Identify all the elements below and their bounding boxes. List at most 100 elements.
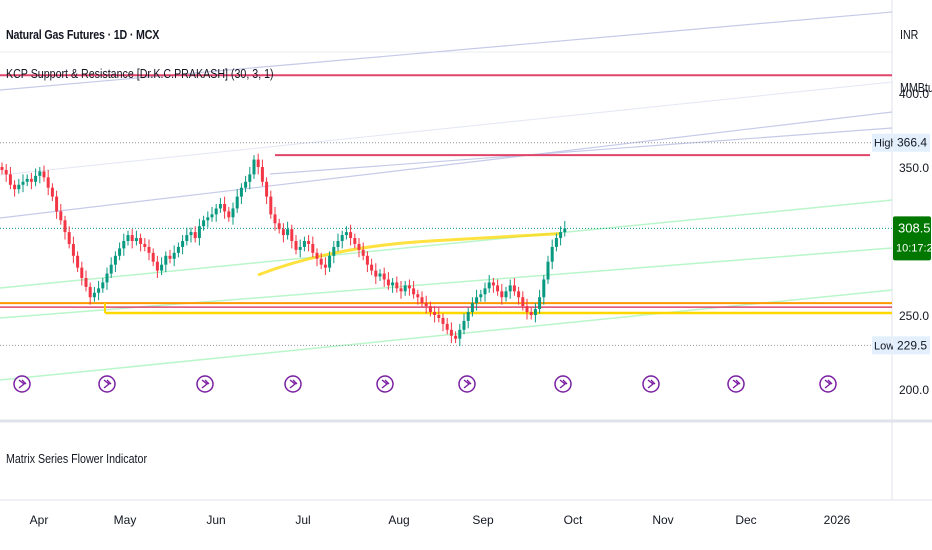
candle-body [155,261,159,271]
flower-icon-ring [13,375,31,393]
candle-body [454,335,458,339]
candle-body [533,309,537,315]
candle-body [386,279,390,286]
candle-body [361,249,365,256]
candle-body [554,238,558,247]
candle-body [458,329,462,339]
high-tag-bg [872,133,892,152]
pivot-curve [257,232,561,277]
candle-body [80,267,84,278]
flower-icon-ring [642,375,660,393]
flower-icon-ring [727,375,745,393]
flower-icon-glyph [289,379,298,389]
candle-body [218,204,222,209]
price-tick-label: 200.0 [899,383,929,397]
last-price-badge [893,216,931,261]
flower-icon [554,375,572,393]
candle-body [349,232,353,239]
candle-body [50,187,54,197]
unit-label[interactable]: MMBtu [900,80,932,95]
candle-body [189,232,193,236]
candle-body [538,297,542,310]
candle-body [323,264,327,268]
flower-icon-glyph [201,379,210,389]
low-tag-bg [872,336,892,355]
candle-body [374,270,378,277]
candle-body [470,303,474,313]
candle-body [118,248,122,256]
flower-icon [13,375,31,393]
candle-body [286,229,290,236]
flower-icon [642,375,660,393]
candle-body [101,282,105,289]
candle-body [340,235,344,241]
time-axis-label: Nov [652,513,673,527]
candle-body [328,255,332,268]
candle-body [441,317,445,324]
time-axis-label: Jul [295,513,310,527]
candle-body [496,285,500,292]
candle-body [521,297,525,307]
candle-body [559,232,563,239]
indicator-legend[interactable]: KCP Support & Resistance [Dr.K.C.PRAKASH… [6,66,274,81]
candle-body [462,320,466,330]
flower-icon-ring [819,375,837,393]
candle-body [260,167,264,182]
candle-body [139,238,143,244]
candle-body [294,241,298,250]
candle-body [407,285,411,289]
candle-body [0,167,4,170]
candle-body [353,238,357,244]
flower-icon-ring [98,375,116,393]
flower-icon [727,375,745,393]
time-axis-label: May [114,513,137,527]
candle-body [370,264,374,271]
candle-body [311,243,315,253]
candle-body [391,282,395,286]
candle-body [92,292,96,298]
flower-icon [376,375,394,393]
candle-body [479,294,483,298]
flower-icon-glyph [824,379,833,389]
candle-body [55,196,59,212]
low-value-bg [893,336,930,355]
candle-body [319,258,323,265]
low-value: 229.5 [897,338,927,352]
time-axis-label: Aug [388,513,409,527]
candle-body [475,297,479,304]
candle-body [307,241,311,244]
candle-body [160,264,164,271]
candle-body [113,255,117,265]
candle-body [214,208,218,215]
flower-icon-glyph [18,379,27,389]
candle-body [239,187,243,197]
green-trendline-lower [0,289,893,381]
candle-body [433,312,437,315]
candle-body [273,214,277,224]
flower-icon [284,375,302,393]
candle-body [546,261,550,280]
time-axis-label: Dec [735,513,756,527]
candle-body [529,312,533,315]
channel-line-upper [0,11,893,91]
candle-body [512,285,516,292]
candle-body [424,303,428,307]
flower-icon-ring [458,375,476,393]
candle-body [378,273,382,277]
candle-body [227,211,231,218]
green-trendline-upper [0,199,893,289]
candle-body [332,246,336,256]
lower-pane-title[interactable]: Matrix Series Flower Indicator [6,451,148,466]
channel-line-short [269,127,893,175]
candle-body [336,241,340,247]
candle-body [185,235,189,241]
candle-body [29,178,33,182]
candle-body [466,312,470,321]
candle-body [164,255,168,265]
flower-icon-glyph [463,379,472,389]
currency-label[interactable]: INR [900,27,919,42]
candle-body [84,278,88,287]
candle-body [63,220,67,233]
candle-body [491,282,495,286]
